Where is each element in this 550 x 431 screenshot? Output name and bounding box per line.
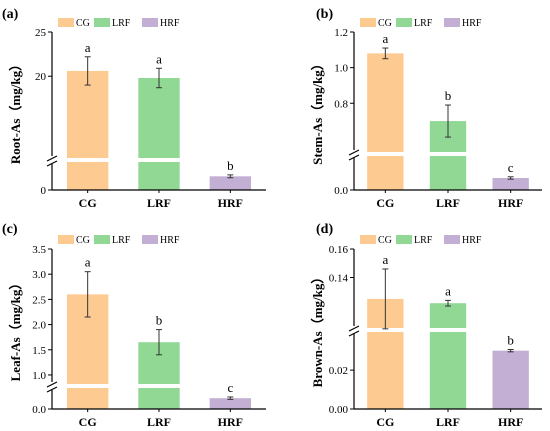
legend-swatch-lrf — [396, 18, 412, 27]
significance-letter: b — [507, 333, 514, 348]
legend-label: HRF — [462, 18, 482, 29]
axis-break-mark — [46, 155, 58, 167]
bar-lrf — [429, 303, 467, 409]
bar-break-gap — [366, 328, 405, 332]
significance-letter: c — [508, 160, 514, 175]
significance-letter: a — [382, 252, 388, 267]
legend-label: LRF — [414, 18, 433, 29]
legend-swatch-cg — [58, 235, 74, 244]
y-tick-label: 0.00 — [329, 404, 349, 416]
x-tick-label: HRF — [498, 415, 523, 429]
legend-label: HRF — [160, 235, 180, 246]
x-tick-label: CG — [79, 196, 97, 210]
significance-letter: b — [227, 158, 234, 173]
bar-cg — [367, 53, 404, 190]
legend-swatch-hrf — [444, 18, 460, 27]
legend-swatch-hrf — [142, 235, 158, 244]
legend-swatch-hrf — [142, 18, 158, 27]
y-tick-label: 1.2 — [334, 27, 348, 39]
y-tick-label: 1.0 — [334, 63, 348, 75]
y-tick-label: 0.16 — [329, 244, 349, 256]
y-tick-label: 1.5 — [32, 345, 46, 357]
y-tick-label: 0.0 — [32, 404, 46, 416]
bar-break-gap — [428, 152, 468, 156]
legend-swatch-hrf — [444, 235, 460, 244]
legend-swatch-cg — [360, 235, 376, 244]
axis-break-mark — [348, 149, 360, 161]
chart-panel-2: (c) Leaf-As（mg/kg） a CG b LRF c HRF 0.0 1.0 1.5 2.0… — [2, 222, 266, 429]
x-tick-label: LRF — [436, 196, 460, 210]
y-tick-label: 3.0 — [32, 269, 46, 281]
y-axis-label: Stem-As（mg/kg） — [310, 57, 325, 165]
bar-break-gap — [428, 328, 468, 332]
x-tick-label: HRF — [218, 415, 243, 429]
bar-break-gap — [137, 158, 181, 162]
legend-label: CG — [378, 18, 392, 29]
legend-label: LRF — [112, 235, 131, 246]
legend-label: CG — [76, 235, 90, 246]
bar-break-gap — [65, 384, 110, 388]
significance-letter: a — [85, 255, 91, 270]
axis-break-mark — [348, 325, 360, 337]
significance-letter: c — [227, 380, 233, 395]
y-tick-label: 0.0 — [334, 185, 348, 197]
legend-swatch-lrf — [94, 18, 110, 27]
y-tick-label: 0.14 — [329, 273, 349, 285]
legend-label: CG — [76, 18, 90, 29]
panel-label: (c) — [2, 222, 18, 237]
x-tick-label: HRF — [218, 196, 243, 210]
bar-break-gap — [65, 158, 110, 162]
chart-panel-0: (a) Root-As（mg/kg） a CG a LRF b HRF 0 20 25 CG LRF HR… — [2, 7, 266, 210]
significance-letter: a — [85, 40, 91, 55]
y-tick-label: 0.02 — [329, 365, 348, 377]
significance-letter: a — [445, 283, 451, 298]
bar-hrf — [492, 350, 529, 409]
legend-swatch-lrf — [94, 235, 110, 244]
y-tick-label: 25 — [35, 27, 47, 39]
legend-label: HRF — [462, 235, 482, 246]
x-tick-label: CG — [376, 196, 394, 210]
legend-label: LRF — [112, 18, 131, 29]
bar-break-gap — [137, 384, 181, 388]
panel-label: (a) — [2, 7, 19, 22]
y-tick-label: 3.5 — [32, 244, 46, 256]
x-tick-label: LRF — [147, 196, 171, 210]
y-tick-label: 2.5 — [32, 294, 46, 306]
significance-letter: b — [445, 88, 452, 103]
chart-panel-3: (d) Brown-As（mg/kg） a CG a LRF b HRF 0.00 0.02 0.1… — [310, 222, 542, 429]
bar-hrf — [209, 176, 252, 190]
legend-label: HRF — [160, 18, 180, 29]
axis-break-mark — [46, 381, 58, 393]
x-tick-label: CG — [79, 415, 97, 429]
x-tick-label: CG — [376, 415, 394, 429]
legend-label: CG — [378, 235, 392, 246]
y-tick-label: 2.0 — [32, 320, 46, 332]
panel-label: (d) — [316, 222, 333, 237]
chart-panel-1: (b) Stem-As（mg/kg） a CG b LRF c HRF 0.0 0.8 1.0 1.2… — [310, 7, 542, 210]
legend-label: LRF — [414, 235, 433, 246]
y-tick-label: 0.8 — [334, 98, 348, 110]
y-axis-label: Leaf-As（mg/kg） — [8, 277, 23, 382]
bar-hrf — [492, 178, 529, 190]
x-tick-label: LRF — [436, 415, 460, 429]
bar-break-gap — [366, 152, 405, 156]
legend-swatch-cg — [360, 18, 376, 27]
x-tick-label: HRF — [498, 196, 523, 210]
y-tick-label: 1.0 — [32, 370, 46, 382]
y-axis-label: Brown-As（mg/kg） — [310, 271, 325, 388]
y-tick-label: 20 — [35, 71, 47, 83]
legend-swatch-cg — [58, 18, 74, 27]
legend-swatch-lrf — [396, 235, 412, 244]
significance-letter: a — [382, 31, 388, 46]
panel-label: (b) — [316, 7, 333, 22]
bar-cg — [66, 70, 109, 190]
bar-hrf — [209, 398, 252, 409]
bar-lrf — [138, 78, 180, 190]
x-tick-label: LRF — [147, 415, 171, 429]
y-tick-label: 0 — [41, 185, 47, 197]
significance-letter: b — [156, 313, 163, 328]
y-axis-label: Root-As（mg/kg） — [8, 58, 23, 164]
significance-letter: a — [156, 51, 162, 66]
